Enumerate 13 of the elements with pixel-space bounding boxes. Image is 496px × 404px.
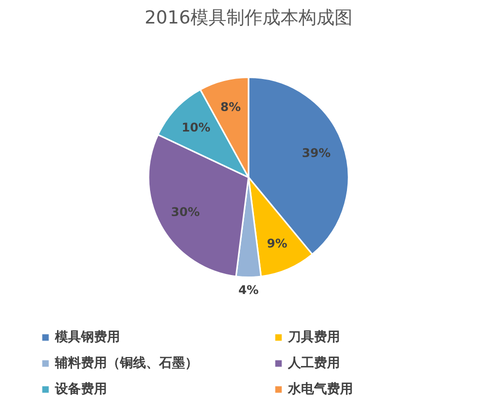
data-label: 9% xyxy=(266,236,288,251)
data-label: 4% xyxy=(238,282,259,297)
data-label: 8% xyxy=(220,100,241,114)
data-label: 30% xyxy=(171,205,200,220)
legend-label: 辅料费用（铜线、石墨） xyxy=(55,355,199,372)
chart-title: 2016模具制作成本构成图 xyxy=(144,8,352,28)
legend-label: 设备费用 xyxy=(55,381,108,398)
legend-label: 刀具费用 xyxy=(288,329,341,346)
legend-label: 水电气费用 xyxy=(288,381,354,398)
legend-label: 模具钢费用 xyxy=(55,329,121,346)
legend-label: 人工费用 xyxy=(288,355,341,372)
data-label: 10% xyxy=(182,120,210,135)
data-label: 39% xyxy=(302,146,331,160)
